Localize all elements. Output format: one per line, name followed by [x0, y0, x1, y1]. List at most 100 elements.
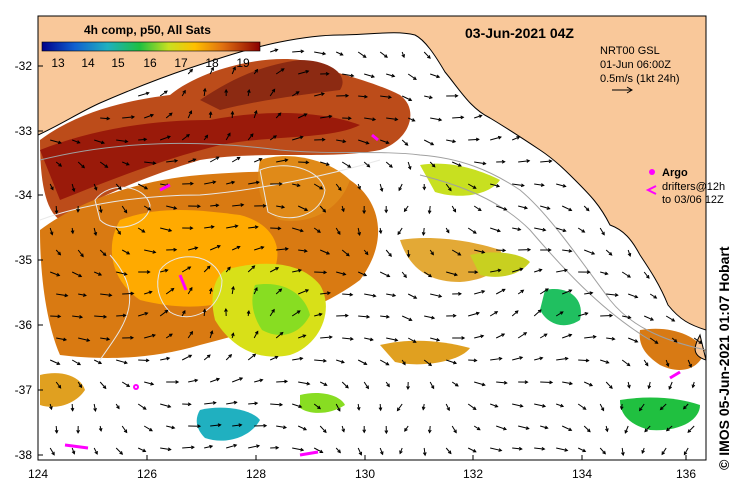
- drifter-track: [299, 450, 319, 457]
- current-arrow: [600, 359, 610, 364]
- current-arrow: [187, 68, 194, 75]
- current-arrow: [122, 335, 135, 340]
- current-arrow: [468, 137, 480, 142]
- current-arrow: [313, 447, 324, 453]
- current-arrow: [490, 356, 503, 361]
- current-arrow: [644, 425, 651, 433]
- current-arrow: [386, 73, 396, 78]
- current-arrow: [292, 183, 301, 188]
- current-arrow: [386, 117, 399, 122]
- current-arrow: [556, 268, 569, 273]
- current-arrow: [341, 205, 345, 213]
- colorbar-ticks: 13 14 15 16 17 18 19: [51, 56, 250, 70]
- current-arrow: [379, 51, 388, 58]
- current-arrow: [687, 359, 692, 368]
- current-arrow: [209, 156, 220, 163]
- current-arrow: [275, 331, 284, 339]
- current-arrow: [379, 359, 390, 366]
- current-arrow: [49, 403, 53, 411]
- lat-tick-label: -37: [15, 383, 33, 397]
- current-arrow: [336, 271, 347, 276]
- current-arrow: [335, 403, 341, 412]
- current-arrow: [401, 271, 407, 279]
- current-arrow: [671, 337, 678, 343]
- drifter-legend-label1: drifters@12h: [662, 181, 725, 193]
- current-arrow: [496, 205, 508, 211]
- current-arrow: [605, 249, 613, 256]
- current-arrow: [209, 330, 214, 339]
- current-arrow: [445, 227, 450, 234]
- current-arrow: [556, 183, 567, 188]
- drifter-track: [159, 183, 171, 192]
- current-arrow: [422, 183, 427, 191]
- lat-tick-label: -32: [15, 59, 33, 73]
- current-arrow: [70, 227, 75, 235]
- current-arrow: [121, 205, 128, 214]
- current-arrow: [202, 87, 207, 97]
- current-arrow: [247, 133, 254, 141]
- current-arrow: [599, 447, 606, 455]
- current-arrow: [232, 423, 243, 428]
- current-arrow: [314, 92, 325, 97]
- current-arrow: [144, 161, 157, 165]
- current-arrow: [55, 381, 62, 389]
- current-arrow: [247, 353, 257, 361]
- current-arrow: [380, 95, 392, 99]
- current-arrow: [298, 160, 310, 165]
- current-arrow: [512, 227, 522, 232]
- current-arrow: [210, 203, 220, 208]
- current-arrow: [533, 309, 542, 317]
- lat-tick-label: -35: [15, 253, 33, 267]
- current-arrow: [314, 312, 323, 317]
- current-arrow: [143, 425, 153, 432]
- current-arrow: [518, 159, 531, 163]
- current-arrow: [320, 71, 330, 76]
- argo-legend-icon: [649, 169, 655, 175]
- current-arrow: [474, 290, 486, 295]
- current-arrow: [467, 403, 477, 411]
- current-arrow: [446, 93, 459, 98]
- current-arrow: [181, 266, 192, 273]
- current-arrow: [291, 310, 301, 317]
- lat-tick-label: -38: [15, 448, 33, 462]
- current-arrow: [93, 447, 98, 455]
- colorbar-tick-label: 19: [236, 56, 250, 70]
- current-arrow: [270, 226, 282, 231]
- current-arrow: [138, 91, 150, 97]
- current-arrow: [562, 333, 573, 339]
- current-arrow: [668, 381, 673, 390]
- current-arrow: [276, 158, 289, 163]
- current-arrow: [490, 227, 501, 233]
- currents-source: NRT00 GSL: [600, 45, 660, 57]
- current-arrow: [187, 110, 193, 119]
- current-arrow: [314, 137, 326, 142]
- current-arrow: [210, 377, 221, 383]
- current-arrow: [226, 180, 236, 185]
- current-arrow: [421, 403, 426, 411]
- current-arrow: [556, 447, 569, 452]
- current-arrow: [562, 381, 574, 386]
- current-arrow: [687, 425, 695, 433]
- current-arrow: [298, 381, 311, 386]
- current-arrow: [160, 135, 171, 141]
- drifter-track: [64, 443, 89, 450]
- current-arrow: [357, 183, 361, 190]
- current-arrow: [379, 271, 391, 278]
- colorbar-tick-label: 15: [111, 56, 125, 70]
- current-arrow: [49, 183, 54, 191]
- current-arrow: [386, 337, 399, 342]
- current-arrow: [276, 205, 286, 209]
- current-arrow: [512, 267, 524, 273]
- current-arrow: [182, 226, 194, 230]
- current-arrow: [248, 180, 260, 185]
- current-arrow: [78, 293, 87, 297]
- current-arrow: [401, 139, 409, 146]
- current-arrow: [54, 205, 59, 215]
- current-arrow: [378, 403, 383, 412]
- current-arrow: [209, 66, 214, 75]
- current-arrow: [358, 314, 371, 319]
- current-arrow: [314, 51, 327, 56]
- current-arrow: [122, 291, 135, 296]
- current-arrow: [628, 293, 639, 299]
- current-arrow: [380, 314, 390, 319]
